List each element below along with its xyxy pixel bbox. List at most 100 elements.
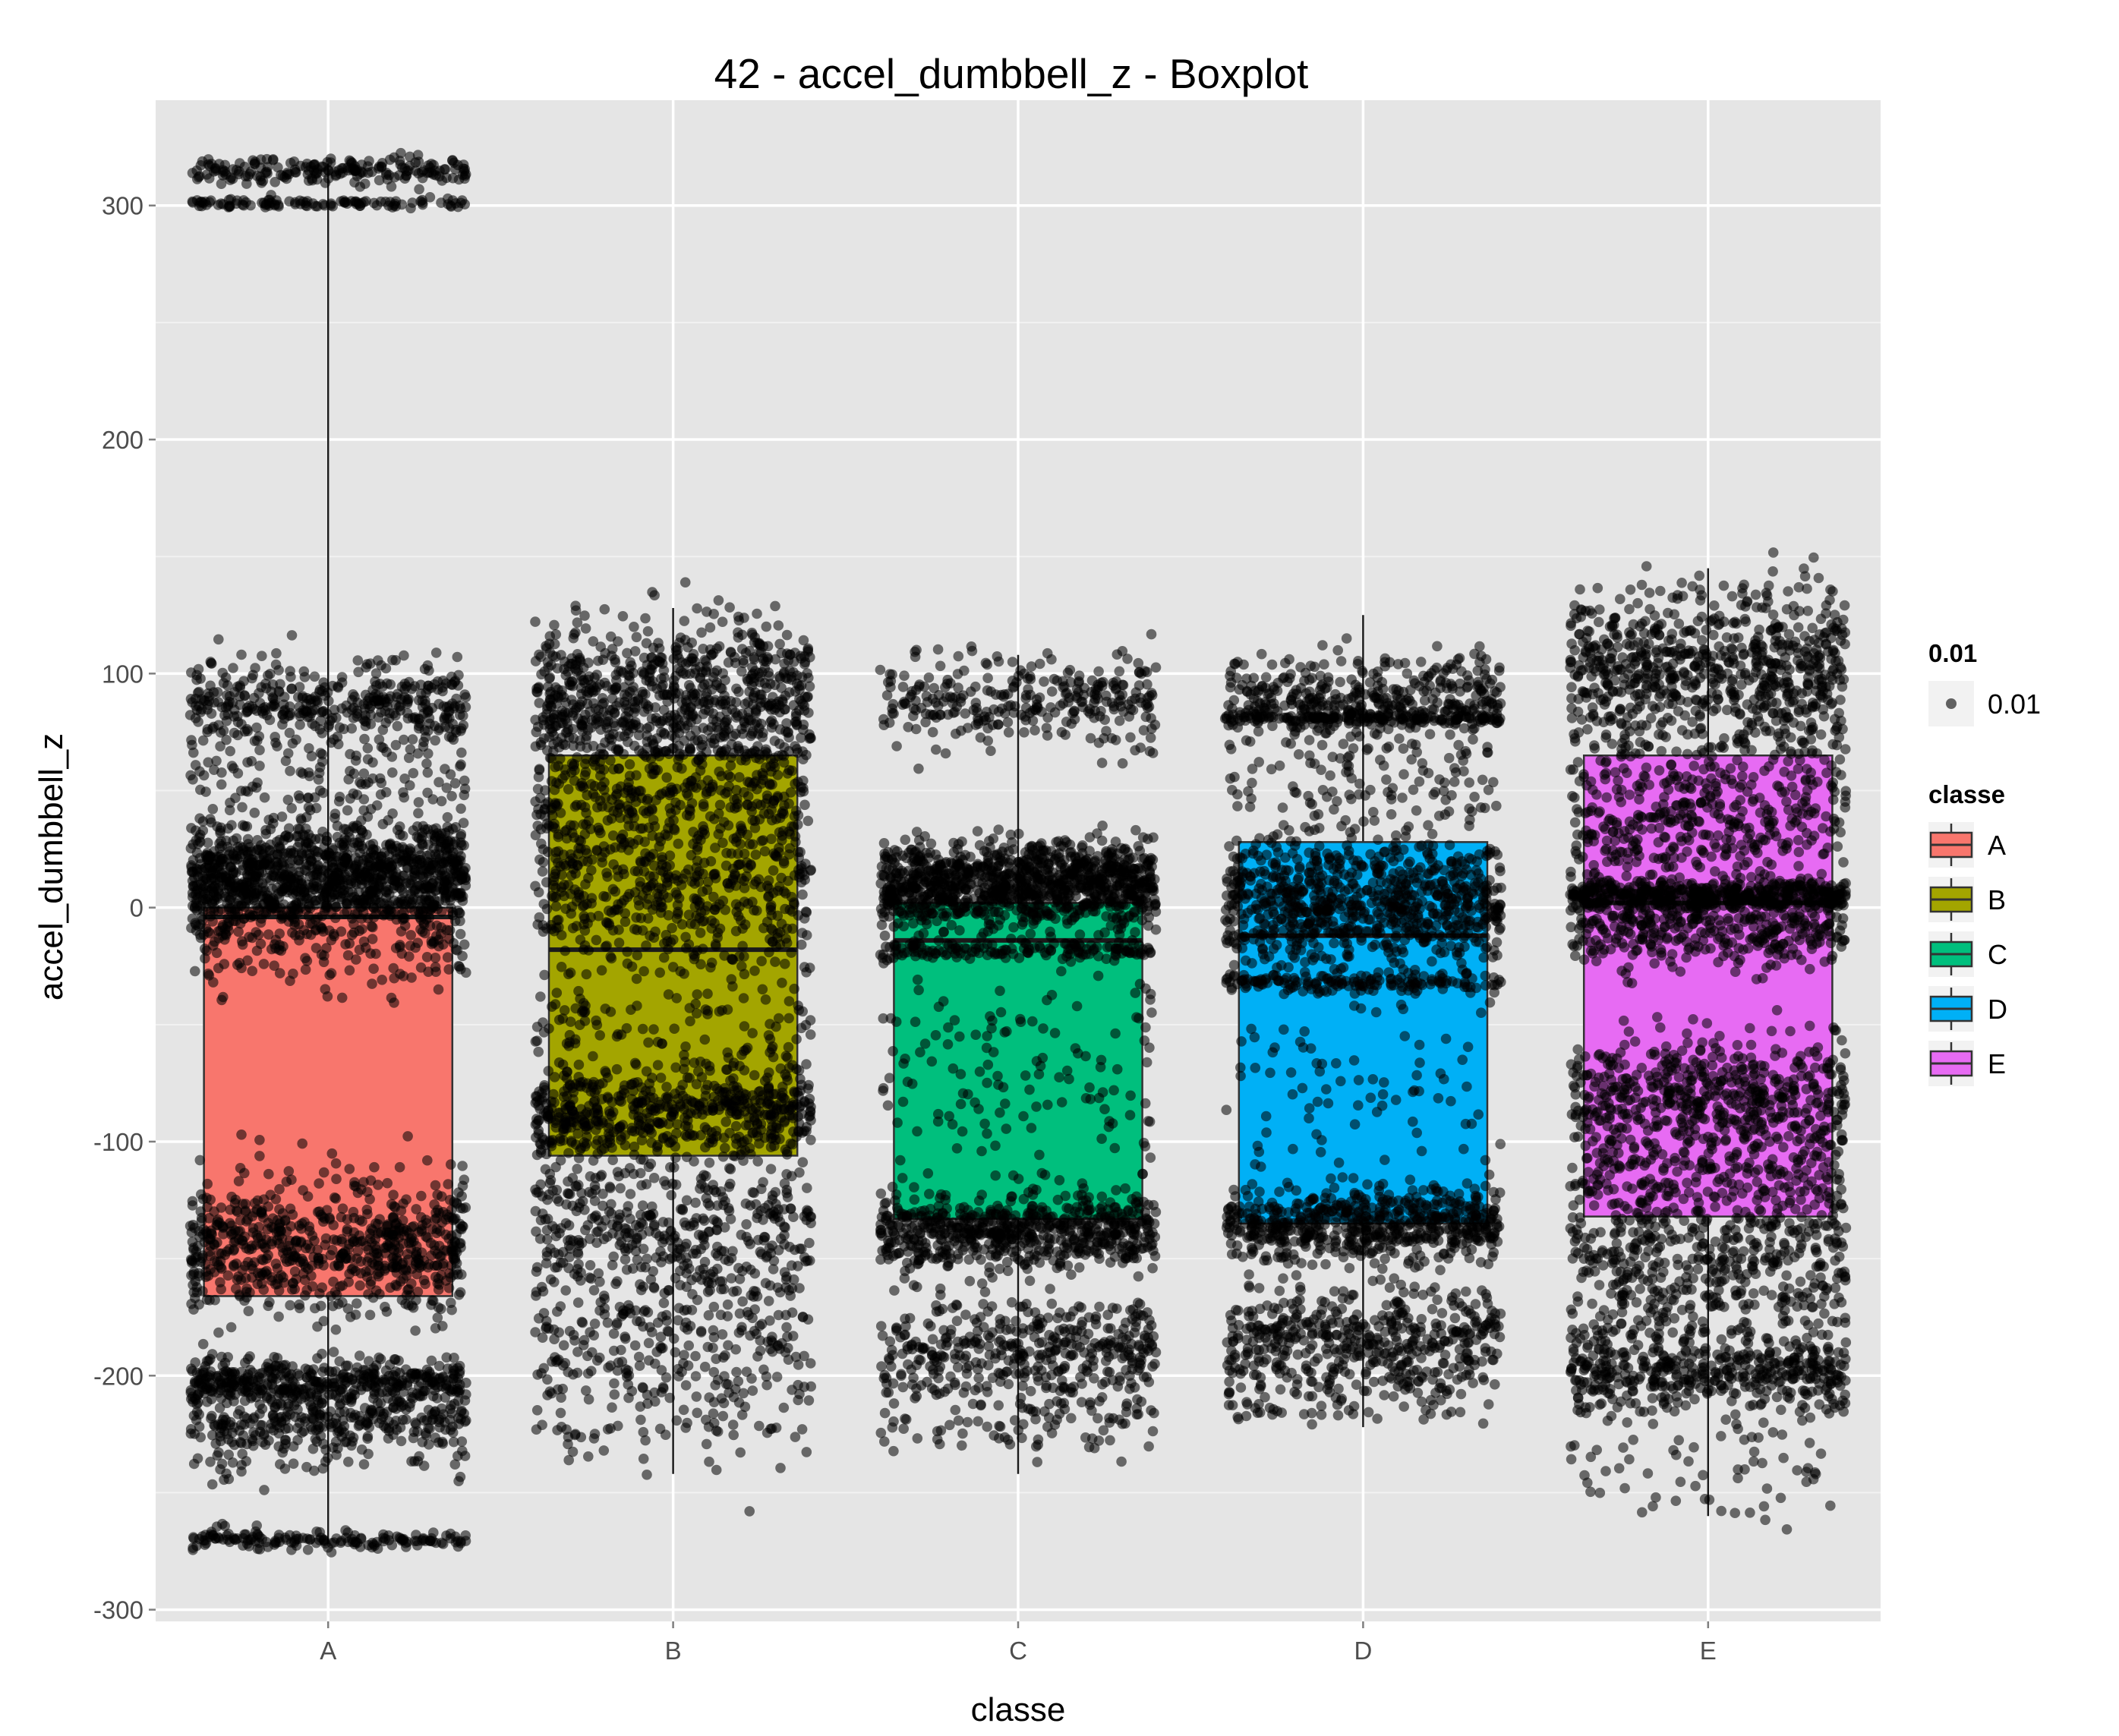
data-point	[442, 1363, 453, 1374]
data-point	[352, 1298, 362, 1309]
data-point	[348, 1227, 360, 1238]
data-point	[346, 157, 358, 169]
x-tick-label: E	[1700, 1637, 1717, 1665]
data-point	[798, 754, 809, 764]
data-point	[232, 1274, 243, 1285]
data-point	[710, 843, 721, 853]
data-point	[344, 965, 355, 976]
data-point	[320, 850, 331, 861]
data-point	[384, 154, 396, 165]
data-point	[336, 926, 347, 937]
data-point	[399, 773, 410, 784]
data-point	[560, 670, 572, 681]
data-point	[416, 1190, 427, 1202]
data-point	[324, 925, 335, 936]
data-point	[362, 742, 374, 754]
data-point	[446, 671, 457, 682]
data-point	[211, 1521, 222, 1532]
data-point	[803, 691, 813, 702]
data-point	[686, 689, 698, 700]
data-point	[410, 942, 421, 953]
data-point	[417, 194, 427, 206]
data-point	[304, 903, 316, 914]
data-point	[221, 734, 232, 745]
data-point	[373, 1378, 384, 1388]
data-point	[222, 1534, 233, 1545]
data-point	[731, 712, 742, 723]
data-point	[200, 923, 212, 934]
data-point	[352, 655, 364, 666]
data-point	[390, 739, 402, 751]
data-point	[624, 687, 635, 698]
data-point	[730, 697, 742, 707]
data-point	[379, 847, 390, 858]
data-point	[420, 1428, 431, 1438]
data-point	[213, 634, 224, 645]
data-point	[233, 895, 244, 906]
data-point	[317, 1463, 329, 1474]
data-point	[774, 812, 786, 824]
data-point	[283, 1166, 295, 1177]
data-point	[348, 1237, 358, 1247]
data-point	[213, 720, 224, 731]
data-point	[667, 743, 678, 754]
data-point	[757, 732, 768, 742]
data-point	[265, 824, 276, 835]
data-point	[336, 1233, 348, 1245]
data-point	[607, 684, 618, 695]
data-point	[301, 1243, 311, 1254]
data-point	[724, 602, 735, 613]
data-point	[286, 803, 298, 814]
data-point	[788, 667, 799, 678]
data-point	[205, 1353, 216, 1365]
data-point	[413, 797, 424, 808]
data-point	[204, 197, 215, 208]
data-point	[188, 747, 199, 758]
data-point	[686, 637, 697, 648]
data-point	[300, 162, 311, 172]
data-point	[229, 711, 240, 722]
data-point	[395, 701, 406, 711]
data-point	[402, 713, 414, 724]
data-point	[408, 1432, 419, 1444]
data-point	[349, 197, 361, 207]
data-point	[740, 751, 751, 762]
data-point	[285, 1300, 295, 1311]
data-point	[200, 786, 211, 797]
data-point	[392, 824, 403, 836]
data-point	[222, 1246, 232, 1257]
data-point	[342, 805, 353, 816]
data-point	[263, 1363, 274, 1373]
data-point	[593, 655, 604, 666]
data-point	[595, 770, 606, 781]
data-point	[629, 622, 639, 632]
data-point	[279, 1463, 291, 1474]
data-point	[759, 846, 771, 857]
data-point	[243, 846, 254, 858]
data-point	[444, 706, 455, 717]
data-point	[397, 1257, 408, 1268]
data-point	[362, 754, 374, 765]
data-point	[460, 862, 471, 874]
data-point	[437, 1438, 449, 1449]
data-point	[281, 173, 292, 184]
data-point	[295, 793, 305, 804]
data-point	[231, 833, 242, 844]
data-point	[213, 1447, 224, 1458]
data-point	[306, 751, 317, 761]
data-point	[371, 800, 383, 811]
data-point	[217, 667, 229, 679]
data-point	[432, 1189, 443, 1200]
data-point	[362, 699, 374, 710]
data-point	[241, 1273, 251, 1284]
data-point	[376, 161, 387, 172]
data-point	[336, 196, 346, 207]
data-point	[257, 1437, 268, 1448]
data-point	[291, 167, 301, 178]
data-point	[229, 727, 240, 739]
data-point	[213, 1370, 224, 1382]
data-point	[286, 1545, 297, 1555]
data-point	[209, 1206, 219, 1217]
data-point	[394, 882, 405, 893]
